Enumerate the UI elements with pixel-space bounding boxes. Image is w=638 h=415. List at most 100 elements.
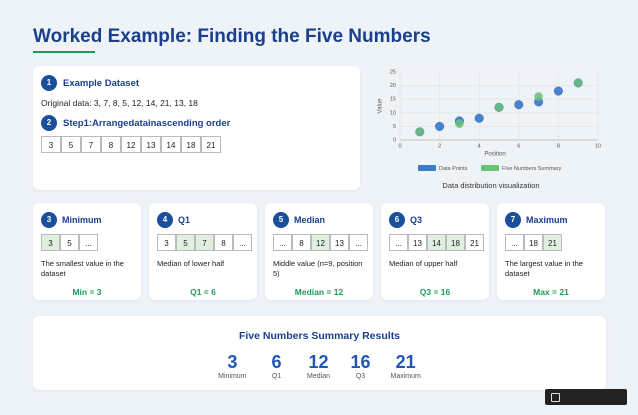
data-point [514,100,524,110]
step-number: 6 [389,212,405,228]
summary-value: 12 [308,352,329,372]
value-box: 3 [157,234,176,251]
title-underline [33,51,95,53]
step-result: Max = 21 [533,287,569,297]
step-description: The smallest value in the dataset [41,259,124,278]
step-card: 3 Minimum 3 5... The smallest value in the d… [33,203,141,300]
summary-items: 3 Minimum 6 Q1 12 Median 16 Q3 21 Maximum [33,352,606,380]
step-result: Q3 = 16 [419,287,451,297]
step-description: Median of lower half [157,259,225,268]
page-title: Worked Example: Finding the Five Numbers [33,26,431,47]
step-number: 5 [273,212,289,228]
step-card: 5 Median... 8 12 13... Middle value (n=9, pos… [265,203,373,300]
step-result: Median = 12 [294,287,344,297]
step-title: Maximum [526,215,568,225]
x-tick-label: 8 [557,143,560,149]
summary-label: Q3 [355,373,366,380]
y-axis-label: Value [378,98,384,114]
summary-value: 6 [271,352,282,372]
legend-swatch [481,165,499,171]
y-tick-label: 10 [390,110,396,116]
summary-value: 16 [350,352,371,372]
x-tick-label: 6 [517,143,520,149]
chart: Position Value Data distribution visuali… [378,69,601,190]
data-point [474,113,484,123]
data-point [455,119,464,128]
step-heading: Step1:Arrangedatainascending order [63,118,231,129]
summary-item: 16 Q3 [349,352,373,380]
summary-item: 6 Q1 [265,352,289,380]
x-tick-label: 2 [438,143,441,149]
summary-label: Maximum [390,373,421,380]
value-box: ... [233,234,252,251]
data-point [534,92,543,101]
data-box: 18 [181,136,201,153]
value-box: 8 [214,234,233,251]
step-number: 1 [41,75,57,91]
value-box: ... [273,234,292,251]
value-box: 21 [465,234,484,251]
value-box: 13 [408,234,427,251]
y-tick-label: 25 [390,69,396,75]
data-box: 7 [81,136,101,153]
summary-item: 12 Median [307,352,331,380]
value-box: 8 [292,234,311,251]
data-box: 3 [41,136,61,153]
data-box: 8 [101,136,121,153]
summary-label: Q1 [271,373,282,380]
value-box: 18 [524,234,543,251]
step-number: 2 [41,115,57,131]
value-box: ... [349,234,368,251]
value-box: ... [79,234,98,251]
x-tick-label: 0 [398,143,401,149]
summary-title: Five Numbers Summary Results [238,330,401,342]
value-box: 13 [330,234,349,251]
x-tick-label: 4 [478,143,481,149]
step-result: Min = 3 [72,287,102,297]
summary-item: 3 Minimum [218,352,246,380]
data-point [494,103,504,112]
summary-value: 21 [395,352,416,372]
legend-label: Five Numbers Summary [502,166,562,172]
value-box: 3 [41,234,60,251]
step-description: The largest value in the dataset [505,259,583,278]
toolbar-icon [551,393,560,402]
step-number: 7 [505,212,521,228]
step-title: Q1 [178,215,191,225]
summary-value: 3 [227,352,238,372]
data-point [415,127,425,137]
value-box: 7 [195,234,214,251]
value-box: 12 [311,234,330,251]
data-box: 5 [61,136,81,153]
value-box: 5 [60,234,79,251]
value-box: ... [389,234,408,251]
step-number: 3 [41,212,57,228]
x-tick-label: 10 [595,143,601,149]
step-title: Minimum [62,215,102,225]
data-point [435,121,445,131]
legend-label: Data Points [439,166,468,172]
x-axis-label: Position [484,152,505,158]
value-box: 21 [543,234,562,251]
summary-item: 21 Maximum [391,352,421,380]
y-tick-label: 20 [390,83,396,89]
step-description: Median of upper half [389,259,458,268]
step-title: Q3 [410,215,423,225]
data-point [553,86,563,96]
step-card: 7 Maximum... 18 21 The largest value in the … [497,203,605,300]
chart-caption: Data distribution visualization [442,181,539,190]
y-tick-label: 5 [393,124,396,130]
dataset-card: 1 Example Dataset Original data: 3, 7, 8… [33,66,360,190]
summary-label: Median [307,373,330,380]
original-data: Original data: 3, 7, 8, 5, 12, 14, 21, 1… [41,98,198,108]
data-point [573,78,583,88]
step-title: Median [294,215,326,225]
data-box: 21 [201,136,221,153]
step-result: Q1 = 6 [190,287,216,297]
step-card: 6 Q3... 13 14 18 21 Median of upper half Q3 = 1… [381,203,489,300]
value-box: 5 [176,234,195,251]
step-heading: Example Dataset [63,78,140,89]
toolbar[interactable] [545,389,627,405]
summary-card: Five Numbers Summary Results 3 Minimum 6 Q1… [33,316,606,390]
